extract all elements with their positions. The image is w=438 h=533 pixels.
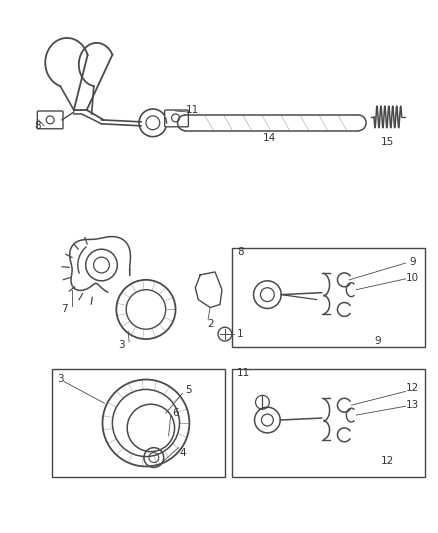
- Text: 8: 8: [34, 121, 41, 131]
- FancyBboxPatch shape: [165, 110, 188, 127]
- Text: 5: 5: [185, 385, 192, 395]
- Text: 12: 12: [381, 456, 395, 465]
- Bar: [232, 369, 425, 477]
- Text: 9: 9: [374, 336, 381, 346]
- Text: 7: 7: [61, 304, 67, 314]
- Text: 10: 10: [406, 273, 419, 283]
- Text: 2: 2: [207, 319, 213, 329]
- Text: 11: 11: [237, 368, 250, 378]
- Text: 4: 4: [179, 448, 186, 458]
- Text: 14: 14: [263, 133, 276, 143]
- FancyBboxPatch shape: [37, 111, 63, 129]
- Bar: [232, 248, 425, 347]
- Text: 3: 3: [118, 340, 124, 350]
- Text: 3: 3: [57, 374, 64, 384]
- Text: 6: 6: [172, 408, 179, 418]
- Text: 1: 1: [237, 329, 243, 339]
- Bar: [52, 369, 225, 477]
- Text: 11: 11: [186, 105, 199, 115]
- Text: 13: 13: [406, 400, 419, 410]
- Text: 15: 15: [381, 136, 395, 147]
- Text: 12: 12: [406, 383, 419, 393]
- Text: 8: 8: [237, 247, 244, 257]
- Text: 9: 9: [409, 257, 416, 267]
